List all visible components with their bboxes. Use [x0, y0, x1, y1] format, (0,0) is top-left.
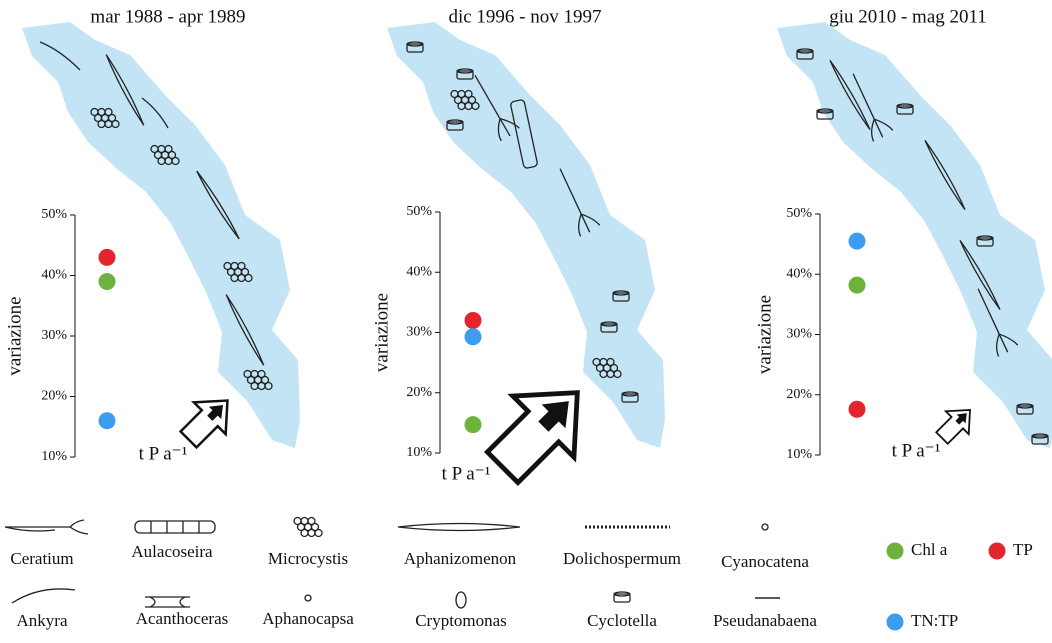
taxon-label: Microcystis — [268, 549, 348, 568]
chart-title: giu 2010 - mag 2011 — [829, 6, 987, 27]
taxon-label: Cryptomonas — [415, 611, 507, 630]
y-tick-label: 50% — [406, 204, 432, 219]
taxon-label: Aphanocapsa — [262, 609, 354, 628]
arrow-label: t P a⁻¹ — [442, 463, 491, 484]
taxon-label: Ankyra — [17, 611, 68, 630]
data-point — [98, 248, 116, 266]
legend-marker — [886, 613, 904, 631]
data-point — [98, 412, 116, 430]
arrow-label: t P a⁻¹ — [892, 440, 941, 461]
data-point — [464, 416, 482, 434]
taxon-label: Aulacoseira — [131, 542, 213, 561]
data-point — [98, 273, 116, 291]
taxon-label: Acanthoceras — [136, 609, 229, 628]
y-tick-label: 20% — [406, 385, 432, 400]
data-point — [848, 400, 866, 418]
data-point — [848, 276, 866, 294]
legend-marker — [886, 542, 904, 560]
taxon-label: Cyclotella — [587, 611, 657, 630]
taxon-label: Pseudanabaena — [713, 611, 817, 630]
lake-panel-3 — [777, 22, 1052, 448]
y-tick-label: 10% — [786, 447, 812, 462]
y-tick-label: 40% — [41, 268, 67, 283]
y-tick-label: 50% — [786, 206, 812, 221]
data-point — [848, 232, 866, 250]
y-tick-label: 20% — [41, 389, 67, 404]
y-tick-label: 50% — [41, 207, 67, 222]
legend-label: TN:TP — [911, 611, 958, 630]
y-tick-label: 10% — [41, 449, 67, 464]
arrow-2 — [472, 362, 608, 498]
data-point — [464, 311, 482, 329]
taxon-label: Aphanizomenon — [404, 549, 517, 568]
y-tick-label: 20% — [786, 387, 812, 402]
chart-title: mar 1988 - apr 1989 — [90, 6, 245, 27]
taxon-label: Cyanocatena — [721, 552, 809, 571]
legend-label: TP — [1013, 540, 1033, 559]
data-point — [464, 328, 482, 346]
legend-marker — [988, 542, 1006, 560]
legend-label: Chl a — [911, 540, 948, 559]
y-axis-label: variazione — [4, 296, 25, 375]
y-tick-label: 30% — [786, 327, 812, 342]
lake-panel-2 — [387, 22, 665, 448]
y-axis-label: variazione — [371, 293, 392, 372]
legend: Ceratium Aulacoseira Microcystis Aphanizome… — [4, 516, 1033, 631]
y-tick-label: 40% — [406, 264, 432, 279]
y-tick-label: 30% — [41, 328, 67, 343]
taxon-label: Ceratium — [10, 549, 73, 568]
y-tick-label: 30% — [406, 325, 432, 340]
taxon-label: Dolichospermum — [563, 549, 681, 568]
lake-panel-1 — [22, 22, 300, 448]
y-tick-label: 40% — [786, 266, 812, 281]
y-tick-label: 10% — [406, 445, 432, 460]
chart-title: dic 1996 - nov 1997 — [448, 6, 601, 27]
arrow-label: t P a⁻¹ — [139, 443, 188, 464]
y-axis-label: variazione — [754, 295, 775, 374]
